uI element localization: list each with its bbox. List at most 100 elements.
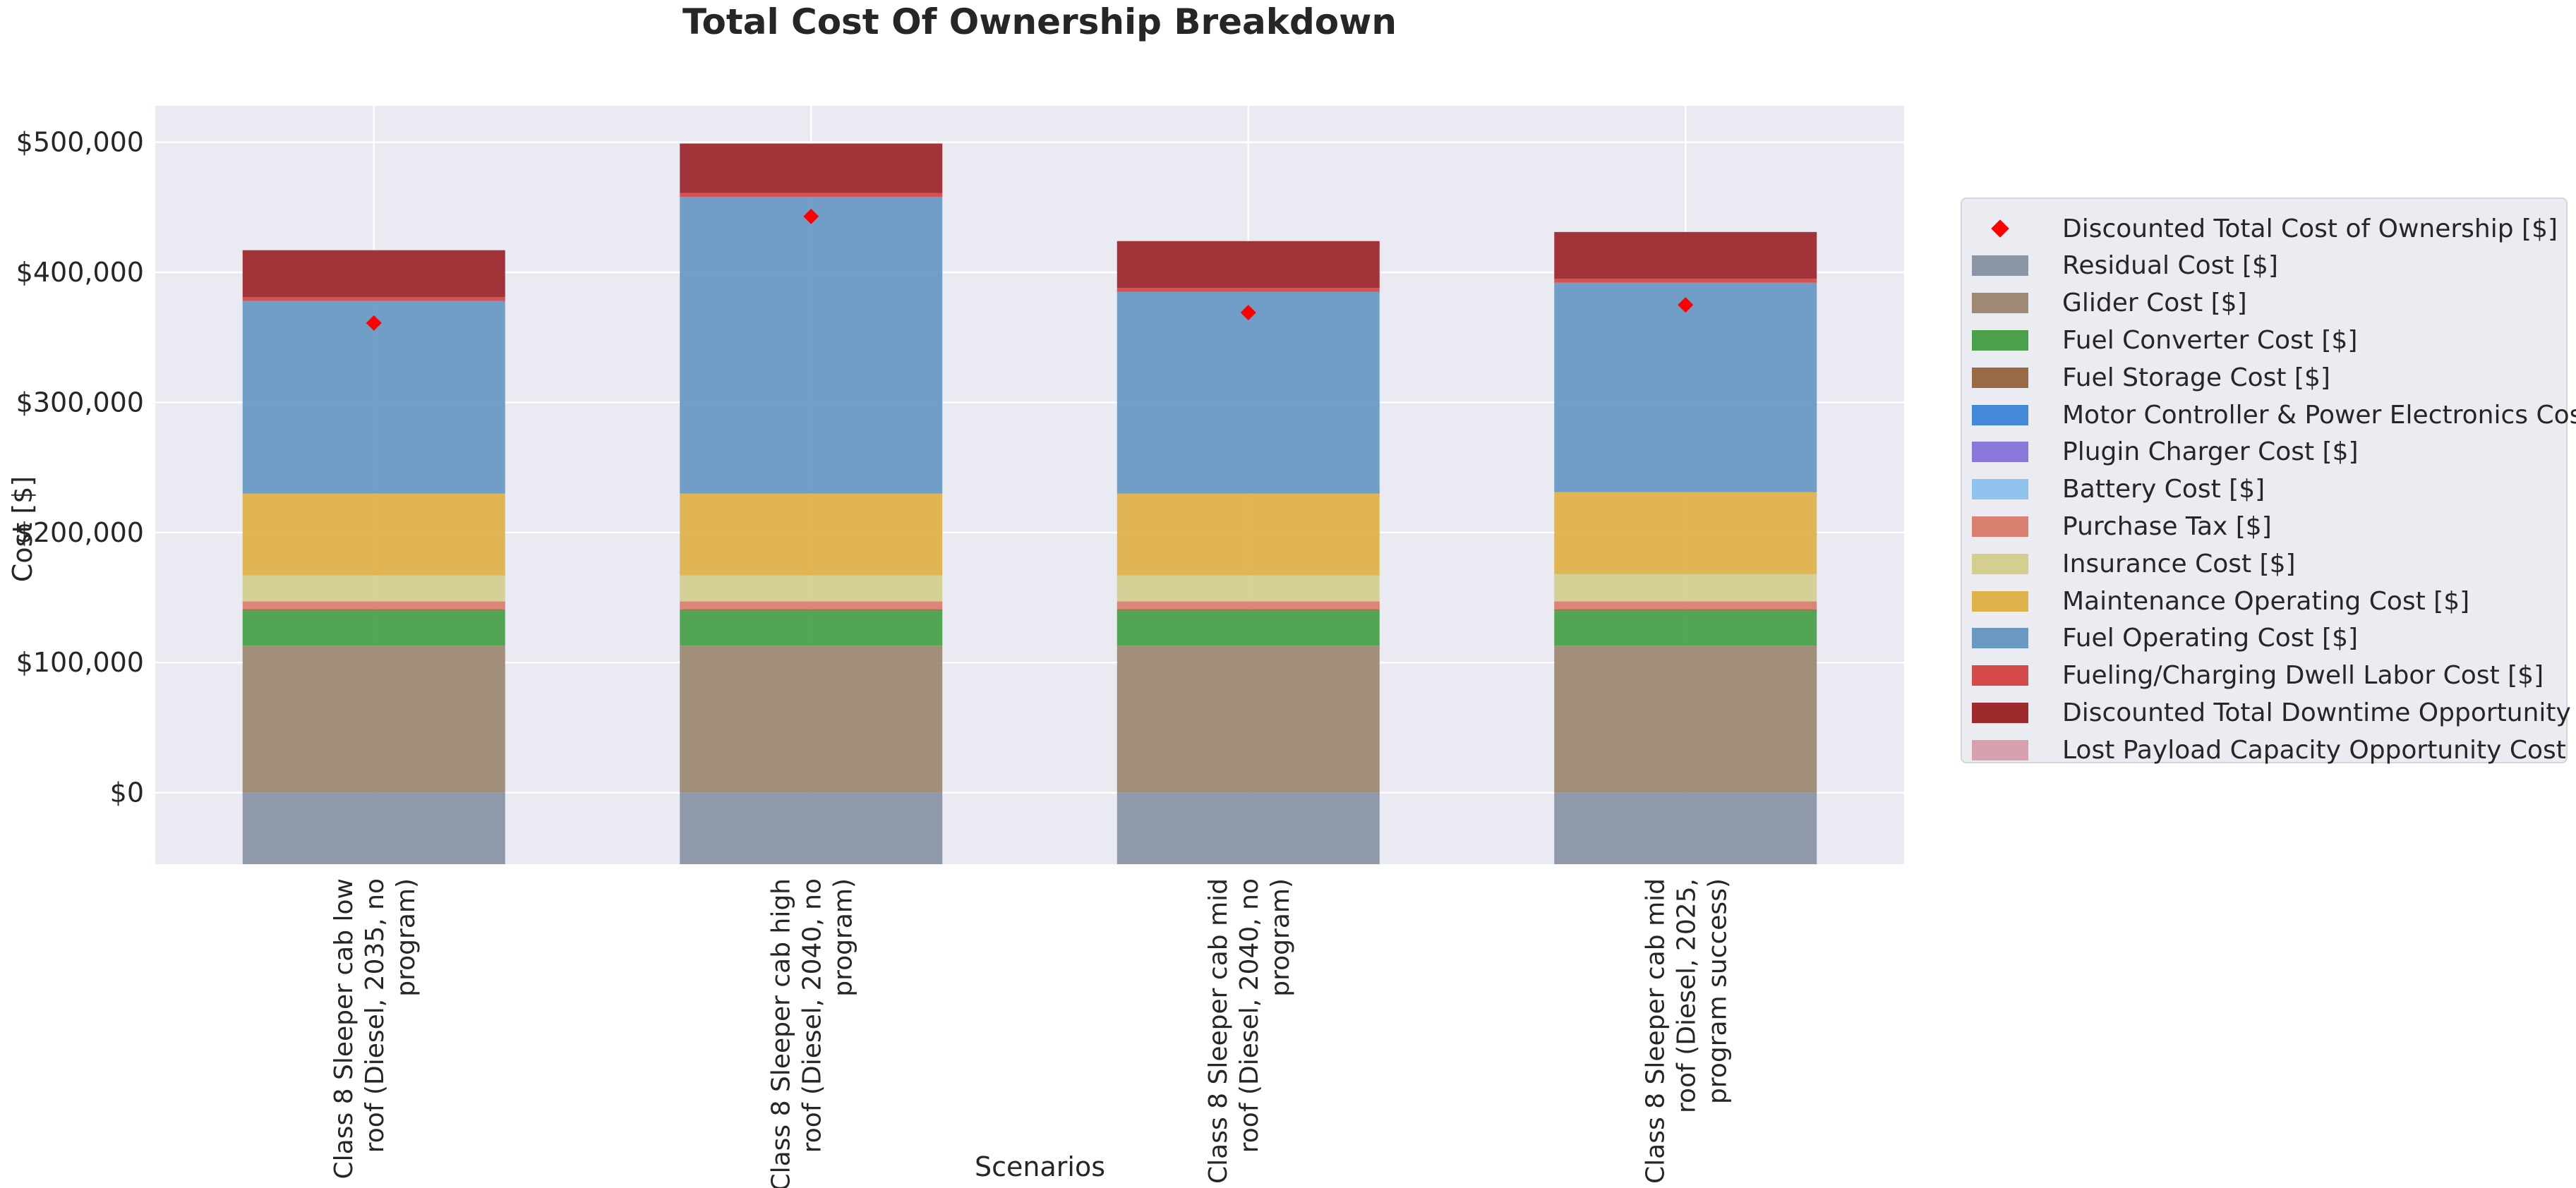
legend-swatch <box>1972 702 2028 723</box>
y-tick-label: $300,000 <box>16 387 144 418</box>
bar-segment <box>1117 241 1380 289</box>
legend-item: Purchase Tax [$] <box>1972 508 2272 545</box>
legend-item: Battery Cost [$] <box>1972 471 2265 508</box>
legend-item: Fuel Storage Cost [$] <box>1972 359 2330 396</box>
bar-segment <box>242 601 505 610</box>
legend-label: Insurance Cost [$] <box>2062 549 2296 578</box>
y-tick-label: $100,000 <box>16 647 144 678</box>
legend-label: Fueling/Charging Dwell Labor Cost [$] <box>2062 661 2544 691</box>
legend-swatch <box>1972 553 2028 574</box>
x-tick-label-line: Class 8 Sleeper cab mid <box>1204 878 1233 1184</box>
legend-item: Maintenance Operating Cost [$] <box>1972 583 2469 619</box>
legend-swatch <box>1972 590 2028 612</box>
bar-segment <box>1554 792 1817 864</box>
legend-swatch <box>1972 329 2028 351</box>
bar-segment <box>1554 231 1817 279</box>
y-axis-label: Cost [$] <box>7 475 38 583</box>
x-tick-label-line: Class 8 Sleeper cab high <box>766 878 795 1188</box>
legend-item: Fuel Operating Cost [$] <box>1972 620 2358 657</box>
bar-segment <box>1554 609 1817 611</box>
legend-swatch <box>1972 255 2028 277</box>
bar-segment <box>1554 645 1817 793</box>
x-tick-label-line: roof (Diesel, 2040, no <box>1235 878 1264 1153</box>
bar-segment <box>242 609 505 611</box>
legend-swatch <box>1972 442 2028 463</box>
y-tick-label: $500,000 <box>16 127 144 158</box>
legend-label: Discounted Total Cost of Ownership [$] <box>2062 214 2558 243</box>
legend-item: Plugin Charger Cost [$] <box>1972 434 2359 471</box>
legend-item: Fuel Converter Cost [$] <box>1972 322 2357 358</box>
legend: Discounted Total Cost of Ownership [$] Re… <box>1961 198 2576 765</box>
bar-segment <box>1117 609 1380 611</box>
tco-markers <box>366 208 1694 331</box>
legend-item: Discounted Total Downtime Opportunity Co… <box>1972 694 2576 731</box>
bar-segment <box>1117 645 1380 793</box>
bar-segment <box>680 575 943 602</box>
x-tick-label-line: program) <box>829 878 857 997</box>
legend-item: Motor Controller & Power Electronics Cos… <box>1972 396 2576 433</box>
legend-item: Lost Payload Capacity Opportunity Cost [… <box>1972 732 2576 768</box>
legend-swatch <box>1972 516 2028 537</box>
legend-item: Fueling/Charging Dwell Labor Cost [$] <box>1972 657 2544 694</box>
bar-segment <box>680 792 943 864</box>
tco-marker <box>1240 305 1256 321</box>
legend-item: Residual Cost [$] <box>1972 248 2278 284</box>
legend-label: Maintenance Operating Cost [$] <box>2062 586 2470 616</box>
chart-title: Total Cost Of Ownership Breakdown <box>682 1 1397 42</box>
bar-segment <box>242 645 505 793</box>
legend-item: Glider Cost [$] <box>1972 285 2247 322</box>
legend-swatch <box>1972 628 2028 649</box>
legend-label: Discounted Total Downtime Opportunity Co… <box>2062 698 2576 727</box>
bar-segment <box>242 297 505 301</box>
tco-marker <box>803 208 819 224</box>
legend-label: Glider Cost [$] <box>2062 289 2247 318</box>
x-tick-label-line: program) <box>392 878 421 997</box>
y-tick-label: $0 <box>110 777 144 808</box>
stacked-bars <box>242 143 1817 864</box>
bar-segment <box>1554 601 1817 610</box>
bar-segment <box>680 193 943 198</box>
x-tick-label-line: roof (Diesel, 2035, no <box>361 878 390 1153</box>
x-tick-label-line: program success) <box>1703 878 1732 1104</box>
legend-label: Fuel Storage Cost [$] <box>2062 363 2330 392</box>
bar-segment <box>1117 493 1380 576</box>
bar-segment <box>1554 574 1817 602</box>
x-tick-labels: Class 8 Sleeper cab low roof (Diesel, 203… <box>330 878 1733 1188</box>
bar-segment <box>1117 288 1380 292</box>
legend-swatch <box>1972 739 2028 760</box>
x-tick-label-line: roof (Diesel, 2040, no <box>798 878 826 1153</box>
bar-segment <box>680 609 943 611</box>
legend-item: Insurance Cost [$] <box>1972 545 2296 582</box>
x-tick-label-line: roof (Diesel, 2025, <box>1672 878 1701 1113</box>
legend-label: Fuel Operating Cost [$] <box>2062 624 2359 653</box>
x-tick-label-line: Class 8 Sleeper cab low <box>330 878 359 1180</box>
bar-segment <box>242 301 505 494</box>
bar-segment <box>1554 610 1817 646</box>
legend-label: Residual Cost [$] <box>2062 251 2278 281</box>
bar-segment <box>1554 279 1817 283</box>
bar-segment <box>242 493 505 576</box>
y-tick-labels: $0 $100,000 $200,000 $300,000 $400,000 $500,0… <box>16 127 144 808</box>
bar-segment <box>242 610 505 646</box>
x-tick-label: Class 8 Sleeper cab mid roof (Diesel, 202… <box>1641 878 1732 1184</box>
bar-segment <box>242 575 505 602</box>
y-axis-label-wrap: Cost [$] <box>1 423 38 635</box>
bar-segment <box>680 645 943 793</box>
bar-segment <box>1554 492 1817 574</box>
bar-segment <box>680 610 943 646</box>
legend-label: Plugin Charger Cost [$] <box>2062 437 2359 467</box>
legend-swatch <box>1972 367 2028 388</box>
x-tick-label-line: program) <box>1266 878 1295 997</box>
y-tick-label: $200,000 <box>16 517 144 548</box>
bar-segment <box>1554 282 1817 492</box>
bar-segment <box>680 197 943 494</box>
legend-label: Fuel Converter Cost [$] <box>2062 325 2358 355</box>
legend-label: Lost Payload Capacity Opportunity Cost [… <box>2062 735 2576 765</box>
bar-segment <box>680 493 943 576</box>
legend-marker-diamond <box>1972 219 2028 239</box>
legend-label: Purchase Tax [$] <box>2062 511 2272 541</box>
legend-label: Motor Controller & Power Electronics Cos… <box>2062 400 2576 430</box>
legend-swatch <box>1972 479 2028 500</box>
bar-segment <box>680 143 943 193</box>
x-tick-label: Class 8 Sleeper cab mid roof (Diesel, 204… <box>1204 878 1295 1184</box>
